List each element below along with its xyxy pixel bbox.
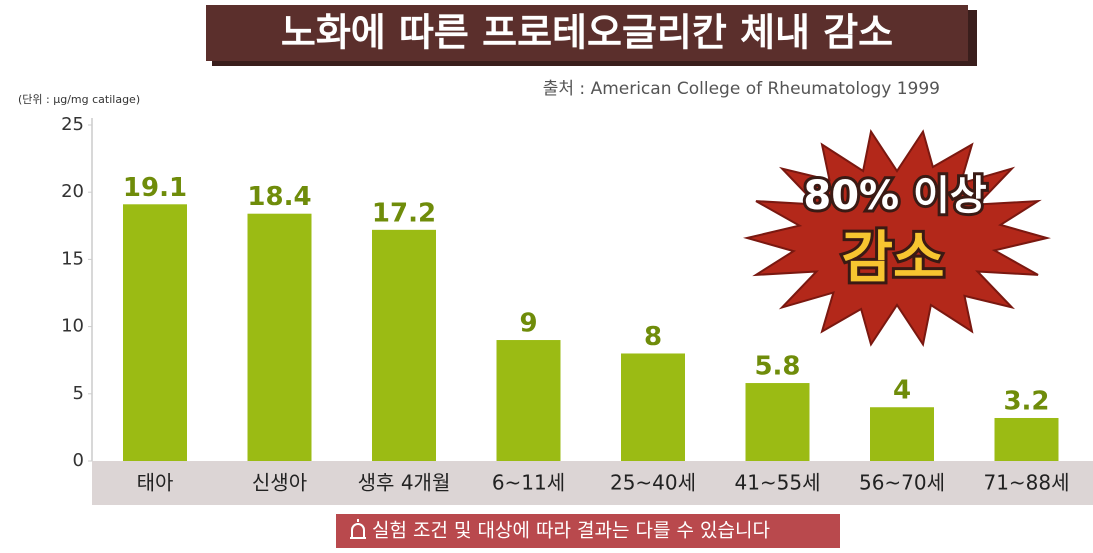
y-tick-label: 25 xyxy=(61,114,84,135)
x-tick-label: 56~70세 xyxy=(859,471,945,495)
x-tick-label: 6~11세 xyxy=(492,471,565,495)
annotation-line1: 80% 이상 xyxy=(803,173,986,219)
x-tick-label: 태아 xyxy=(137,471,174,495)
y-tick-label: 20 xyxy=(61,181,84,202)
y-tick-label: 5 xyxy=(73,383,84,404)
x-tick-label: 25~40세 xyxy=(610,471,696,495)
value-label: 9 xyxy=(519,309,537,339)
value-label: 19.1 xyxy=(123,173,187,203)
bar xyxy=(621,353,685,461)
value-label: 3.2 xyxy=(1003,386,1049,416)
value-label: 17.2 xyxy=(372,198,436,228)
unit-label: (단위 : μg/mg catilage) xyxy=(18,93,140,106)
annotation-line2: 감소 xyxy=(841,226,944,291)
value-label: 8 xyxy=(644,322,662,352)
bar xyxy=(372,229,436,461)
bar xyxy=(123,204,187,461)
value-label: 4 xyxy=(893,376,911,406)
chart-title: 노화에 따른 프로테오글리칸 체내 감소 xyxy=(281,11,893,55)
y-tick-label: 10 xyxy=(61,316,84,337)
category-band xyxy=(92,461,1093,505)
x-tick-label: 신생아 xyxy=(252,471,307,495)
bar xyxy=(496,340,561,461)
y-tick-label: 15 xyxy=(61,248,84,269)
bar xyxy=(745,383,810,461)
bar xyxy=(870,407,934,461)
footnote-box xyxy=(336,514,840,548)
value-label: 18.4 xyxy=(247,182,311,212)
title-banner xyxy=(206,5,968,61)
y-tick-label: 0 xyxy=(73,450,84,471)
alert-icon xyxy=(350,519,366,539)
x-tick-label: 71~88세 xyxy=(983,471,1069,495)
x-tick-label: 41~55세 xyxy=(734,471,820,495)
footnote: 실험 조건 및 대상에 따라 결과는 다를 수 있습니다 xyxy=(372,520,770,542)
source: 출처 : American College of Rheumatology 19… xyxy=(543,79,940,99)
value-label: 5.8 xyxy=(754,352,800,382)
x-tick-label: 생후 4개월 xyxy=(358,471,451,495)
bar xyxy=(994,417,1059,461)
starburst xyxy=(743,129,1051,347)
bar xyxy=(247,213,312,461)
